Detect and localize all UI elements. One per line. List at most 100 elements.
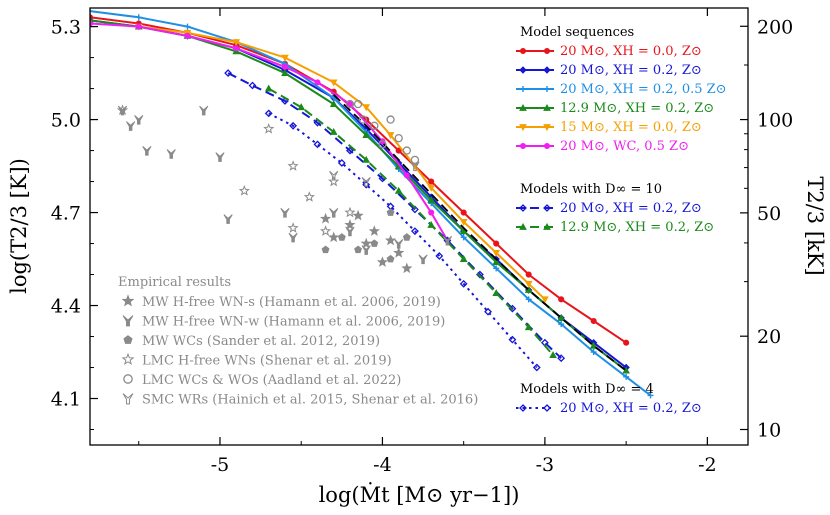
empirical-point bbox=[401, 262, 413, 274]
empirical-point bbox=[328, 231, 340, 243]
data-point bbox=[90, 8, 93, 15]
plot-frame bbox=[89, 7, 749, 446]
legend-marker bbox=[519, 404, 527, 412]
empirical-point bbox=[319, 212, 332, 224]
data-point bbox=[623, 339, 630, 346]
empirical-point bbox=[352, 209, 364, 221]
data-point bbox=[549, 351, 557, 359]
empirical-point bbox=[344, 219, 356, 230]
y-tick-label-left: 4.4 bbox=[51, 296, 81, 318]
empirical-point bbox=[329, 170, 339, 181]
empirical-point bbox=[410, 155, 420, 165]
legend-empirical-item: MW H-free WN-w (Hamann et al. 2006, 2019… bbox=[122, 315, 445, 330]
data-point bbox=[289, 121, 298, 130]
legend-label: 20 M⊙, WC, 0.5 Z⊙ bbox=[560, 139, 689, 154]
empirical-group-1 bbox=[117, 105, 453, 265]
data-point bbox=[329, 79, 338, 87]
series-line bbox=[333, 94, 627, 372]
series-line bbox=[268, 112, 538, 369]
legend-marker bbox=[519, 47, 527, 55]
series-line bbox=[268, 87, 554, 356]
legend-item: 20 M⊙, XH = 0.2, 0.5 Z⊙ bbox=[516, 82, 727, 97]
empirical-group-4 bbox=[345, 99, 420, 165]
legend-label: 20 M⊙, XH = 0.2, 0.5 Z⊙ bbox=[560, 82, 727, 97]
data-point bbox=[428, 178, 435, 185]
empirical-point bbox=[393, 246, 405, 258]
data-point bbox=[264, 109, 273, 118]
legend-empirical-label: SMC WRs (Hainich et al. 2015, Shenar et … bbox=[142, 393, 478, 408]
empirical-point bbox=[166, 149, 176, 159]
empirical-group-0 bbox=[319, 209, 413, 274]
empirical-point bbox=[116, 104, 129, 116]
y-tick-label-right: 10 bbox=[757, 420, 781, 442]
y-tick-label-right: 20 bbox=[757, 326, 781, 348]
data-point bbox=[232, 39, 241, 47]
data-point bbox=[362, 104, 371, 112]
data-point bbox=[508, 335, 517, 344]
data-point bbox=[362, 131, 371, 138]
empirical-point bbox=[126, 121, 136, 131]
legend-models-title: Model sequences bbox=[520, 25, 634, 40]
empirical-point bbox=[370, 239, 379, 247]
empirical-point bbox=[288, 232, 298, 243]
legend-dinf10-title: Models with D∞ = 10 bbox=[520, 182, 662, 197]
y-tick-label-left: 4.1 bbox=[51, 389, 81, 411]
empirical-point bbox=[345, 226, 355, 237]
data-point bbox=[558, 321, 565, 328]
data-point bbox=[297, 103, 306, 111]
y-tick-label-right: 200 bbox=[757, 16, 793, 38]
data-point bbox=[558, 296, 565, 303]
data-point bbox=[248, 81, 257, 90]
empirical-point bbox=[361, 245, 371, 255]
data-point bbox=[224, 69, 233, 78]
data-point bbox=[459, 227, 468, 235]
legend-label: 20 M⊙, XH = 0.2, Z⊙ bbox=[560, 401, 702, 416]
y-axis-title-left: log(T2/3 [K]) bbox=[7, 158, 31, 294]
legend-empirical-label: MW WCs (Sander et al. 2012, 2019) bbox=[142, 334, 380, 349]
empirical-point bbox=[280, 208, 290, 218]
data-point bbox=[492, 258, 501, 266]
legend-marker bbox=[519, 142, 527, 150]
series-7 bbox=[264, 84, 557, 359]
legend-item: 20 M⊙, XH = 0.2, Z⊙ bbox=[516, 63, 702, 78]
legend-empirical-marker bbox=[122, 393, 134, 405]
data-point bbox=[493, 240, 500, 247]
legend-marker bbox=[520, 86, 526, 92]
data-point bbox=[524, 280, 533, 288]
data-point bbox=[329, 127, 338, 135]
legend-dinf4-title: Models with D∞ = 4 bbox=[520, 382, 654, 397]
empirical-point bbox=[386, 208, 395, 216]
data-point bbox=[427, 184, 436, 192]
data-point bbox=[435, 252, 444, 260]
empirical-point bbox=[353, 99, 363, 109]
data-point bbox=[590, 349, 597, 356]
data-point bbox=[403, 172, 410, 179]
legend-marker bbox=[519, 103, 527, 111]
legend-empirical-item: LMC H-free WNs (Shenar et al. 2019) bbox=[121, 352, 392, 369]
legend-marker bbox=[519, 66, 527, 74]
x-tick-label: -3 bbox=[536, 454, 555, 476]
data-point bbox=[411, 227, 419, 236]
legend-marker bbox=[543, 222, 551, 230]
data-point bbox=[264, 84, 273, 92]
data-point bbox=[590, 317, 597, 325]
data-point bbox=[492, 289, 501, 297]
empirical-point bbox=[263, 122, 275, 134]
data-point bbox=[184, 23, 191, 30]
data-point bbox=[362, 155, 371, 163]
data-point bbox=[492, 249, 501, 257]
empirical-group-3 bbox=[116, 104, 356, 236]
legend-item: 12.9 M⊙, XH = 0.2, Z⊙ bbox=[516, 101, 714, 116]
empirical-point bbox=[394, 134, 403, 143]
data-point bbox=[459, 279, 468, 288]
data-point bbox=[427, 220, 436, 228]
legend-marker bbox=[543, 47, 551, 55]
data-point bbox=[484, 307, 492, 316]
legend-empirical-marker bbox=[121, 294, 135, 307]
empirical-point bbox=[370, 121, 379, 130]
x-tick-label: -5 bbox=[211, 454, 230, 476]
data-point bbox=[281, 69, 289, 76]
y-tick-label-right: 50 bbox=[757, 203, 781, 225]
legend-marker bbox=[543, 124, 551, 132]
empirical-point bbox=[328, 175, 340, 187]
